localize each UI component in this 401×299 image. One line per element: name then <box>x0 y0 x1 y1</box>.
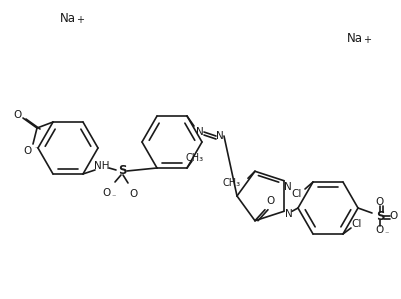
Text: O: O <box>14 110 22 120</box>
Text: ⁻: ⁻ <box>384 230 388 239</box>
Text: O: O <box>389 211 397 221</box>
Text: S: S <box>375 210 383 222</box>
Text: N: N <box>284 182 291 192</box>
Text: ⁻: ⁻ <box>35 144 39 153</box>
Text: S: S <box>117 164 126 178</box>
Text: Cl: Cl <box>351 219 361 229</box>
Text: O: O <box>375 225 383 235</box>
Text: ⁻: ⁻ <box>111 193 116 202</box>
Text: O: O <box>24 146 32 156</box>
Text: N: N <box>284 209 292 219</box>
Text: O: O <box>103 188 111 198</box>
Text: N: N <box>216 131 223 141</box>
Text: CH₃: CH₃ <box>222 178 240 188</box>
Text: Na: Na <box>60 11 76 25</box>
Text: NH: NH <box>94 161 109 171</box>
Text: CH₃: CH₃ <box>186 153 204 163</box>
Text: O: O <box>266 196 274 206</box>
Text: +: + <box>76 15 84 25</box>
Text: Na: Na <box>346 31 362 45</box>
Text: O: O <box>130 189 138 199</box>
Text: +: + <box>362 35 370 45</box>
Text: N: N <box>196 127 203 137</box>
Text: Cl: Cl <box>291 189 302 199</box>
Text: O: O <box>375 197 383 207</box>
